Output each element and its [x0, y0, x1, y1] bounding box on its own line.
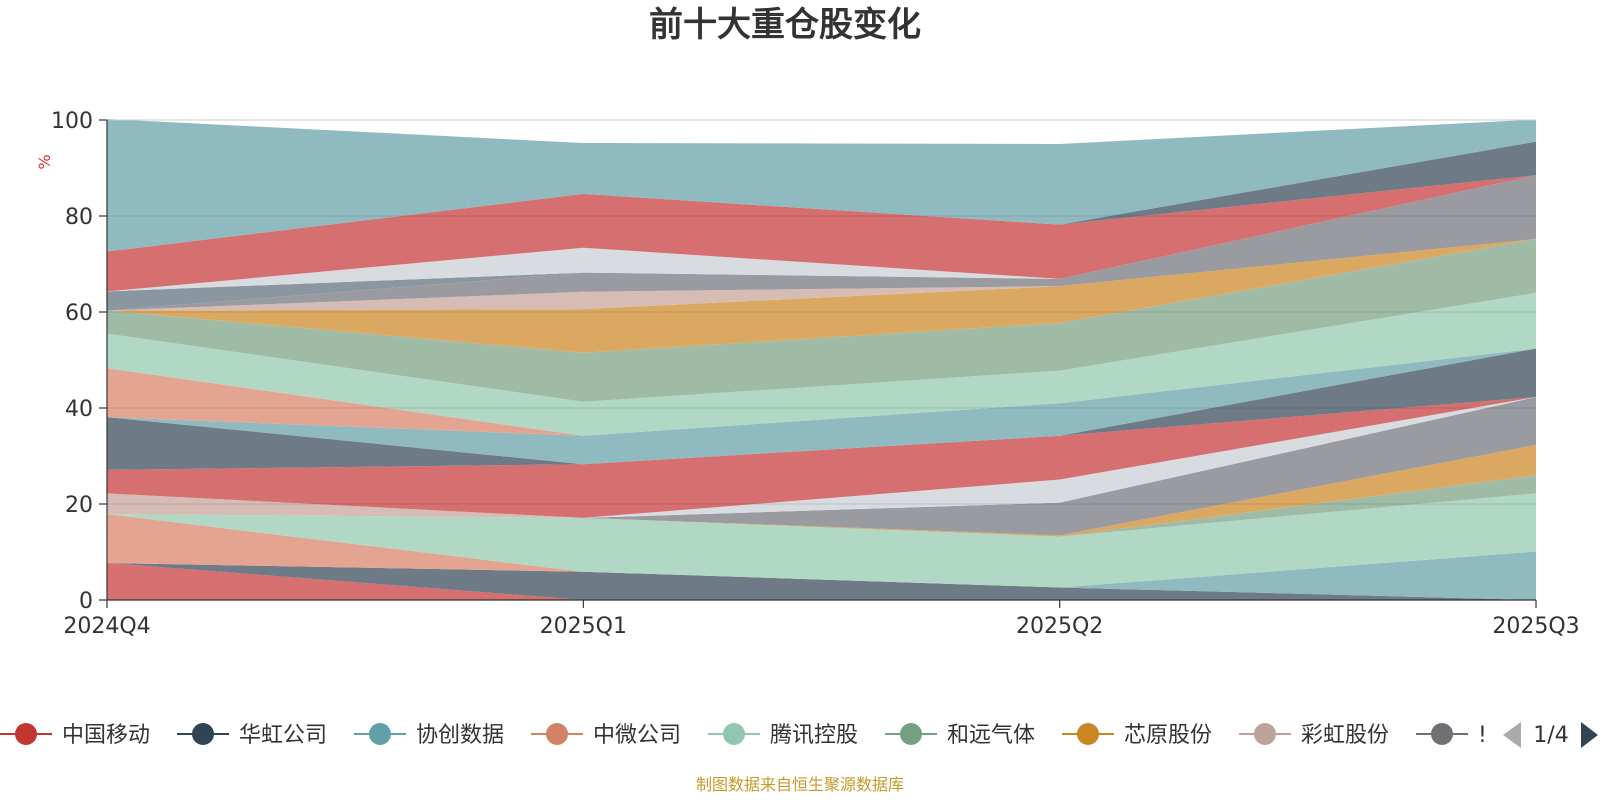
area-series-15 — [107, 292, 1536, 436]
legend-dot-icon — [1254, 723, 1276, 745]
y-axis-unit-label: % — [35, 154, 54, 169]
y-tick-label: 100 — [51, 109, 93, 134]
legend-item[interactable]: 彩虹股份 — [1239, 723, 1389, 748]
chart-title: 前十大重仓股变化 — [649, 5, 921, 45]
x-tick-label: 2025Q3 — [1492, 614, 1579, 639]
legend-label: 中国移动 — [62, 723, 150, 748]
area-series-11 — [107, 397, 1536, 518]
legend-label: 华虹公司 — [239, 723, 327, 748]
legend-label: 和远气体 — [947, 723, 1035, 748]
area-series-7 — [107, 445, 1536, 537]
area-series-13 — [107, 348, 1536, 465]
area-series-20 — [107, 175, 1536, 311]
legend-item[interactable]: 华虹公司 — [177, 723, 327, 748]
legend-dot-icon — [900, 723, 922, 745]
legend-dot-icon — [15, 723, 37, 745]
y-tick-label: 20 — [65, 493, 93, 518]
axes: 0 20 40 60 80 100 2024Q4 2025Q1 2025Q2 2025Q3 — [51, 109, 1580, 639]
legend-label: 芯原股份 — [1124, 723, 1212, 748]
source-note: 制图数据来自恒生聚源数据库 — [696, 775, 904, 794]
legend-dot-icon — [369, 723, 391, 745]
area-series-1 — [107, 563, 1536, 600]
area-series-23 — [107, 141, 1536, 252]
area-series-24 — [107, 119, 1536, 252]
legend-dot-icon — [192, 723, 214, 745]
area-series-18 — [107, 239, 1536, 311]
x-tick-label: 2025Q2 — [1016, 614, 1103, 639]
legend-dot-icon — [546, 723, 568, 745]
area-series-16 — [107, 239, 1536, 402]
y-tick-label: 0 — [79, 589, 93, 614]
area-series-21 — [107, 175, 1536, 292]
x-tick-label: 2025Q1 — [540, 614, 627, 639]
area-layers — [107, 119, 1536, 600]
y-tick-label: 80 — [65, 205, 93, 230]
area-series-8 — [107, 445, 1536, 536]
legend-label: 彩虹股份 — [1301, 723, 1389, 748]
area-series-2 — [107, 563, 1536, 600]
legend-item[interactable]: 协创数据 — [354, 723, 504, 748]
legend-next-page-icon[interactable] — [1581, 722, 1598, 748]
legend-item[interactable]: 中微公司 — [531, 723, 681, 748]
legend-label: ! — [1478, 723, 1487, 748]
legend-prev-page-icon[interactable] — [1503, 722, 1521, 748]
legend-label: 腾讯控股 — [770, 723, 858, 748]
legend-item[interactable]: ! — [1416, 723, 1487, 748]
legend-dot-icon — [1431, 723, 1453, 745]
legend-page-indicator: 1/4 — [1533, 723, 1568, 748]
area-series-9 — [107, 397, 1536, 536]
area-series-19 — [107, 175, 1536, 311]
area-series-22 — [107, 175, 1536, 292]
legend[interactable]: 中国移动 华虹公司 协创数据 中微公司 腾讯控股 和远气体 芯原股份 彩虹股份! 1/4 — [0, 722, 1598, 748]
legend-label: 协创数据 — [416, 723, 504, 748]
area-series-17 — [107, 239, 1536, 353]
area-series-5 — [107, 493, 1536, 588]
legend-item[interactable]: 腾讯控股 — [708, 723, 858, 748]
x-tick-label: 2024Q4 — [63, 614, 150, 639]
legend-dot-icon — [723, 723, 745, 745]
legend-item[interactable]: 中国移动 — [0, 723, 150, 748]
legend-label: 中微公司 — [593, 723, 681, 748]
y-tick-label: 60 — [65, 301, 93, 326]
area-series-12 — [107, 348, 1536, 470]
legend-dot-icon — [1077, 723, 1099, 745]
area-series-3 — [107, 551, 1536, 600]
y-tick-label: 40 — [65, 397, 93, 422]
area-series-4 — [107, 514, 1536, 588]
legend-item[interactable]: 和远气体 — [885, 723, 1035, 748]
area-series-10 — [107, 397, 1536, 518]
legend-item[interactable]: 芯原股份 — [1062, 723, 1212, 748]
